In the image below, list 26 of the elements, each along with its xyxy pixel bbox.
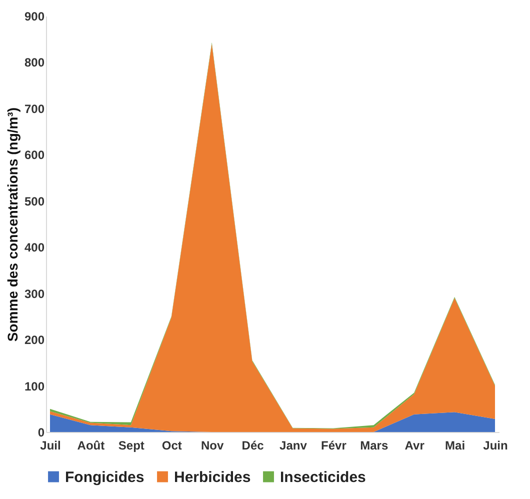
y-tick-label: 200 — [24, 333, 45, 348]
legend-label: Herbicides — [174, 468, 251, 486]
legend-label: Insecticides — [280, 468, 366, 486]
x-tick-label: Oct — [162, 438, 182, 452]
x-tick-label: Avr — [404, 438, 425, 452]
x-tick-label: Juin — [483, 438, 508, 452]
y-tick-label: 600 — [24, 148, 45, 162]
x-tick-label: Nov — [200, 438, 224, 452]
y-tick-label: 300 — [24, 286, 45, 301]
y-tick-label: 400 — [24, 240, 45, 255]
y-tick-label: 800 — [24, 56, 45, 70]
y-tick-label: 900 — [24, 10, 45, 24]
x-tick-label: Mars — [360, 438, 388, 452]
y-tick-label: 100 — [24, 379, 45, 394]
x-tick-label: Août — [77, 438, 105, 452]
x-tick-label: Févr — [321, 438, 347, 452]
y-tick-label: 500 — [24, 194, 45, 208]
legend-label: Fongicides — [65, 468, 144, 486]
x-tick-label: Déc — [242, 438, 264, 452]
x-tick-label: Sept — [118, 438, 144, 452]
x-tick-label: Mai — [445, 438, 466, 452]
x-tick-label: Janv — [280, 438, 308, 452]
y-tick-label: 0 — [38, 426, 45, 440]
y-tick-label: 700 — [24, 102, 45, 116]
x-tick-label: Juil — [40, 438, 61, 452]
y-axis-title: Somme des concentrations (ng/m³) — [4, 107, 20, 342]
